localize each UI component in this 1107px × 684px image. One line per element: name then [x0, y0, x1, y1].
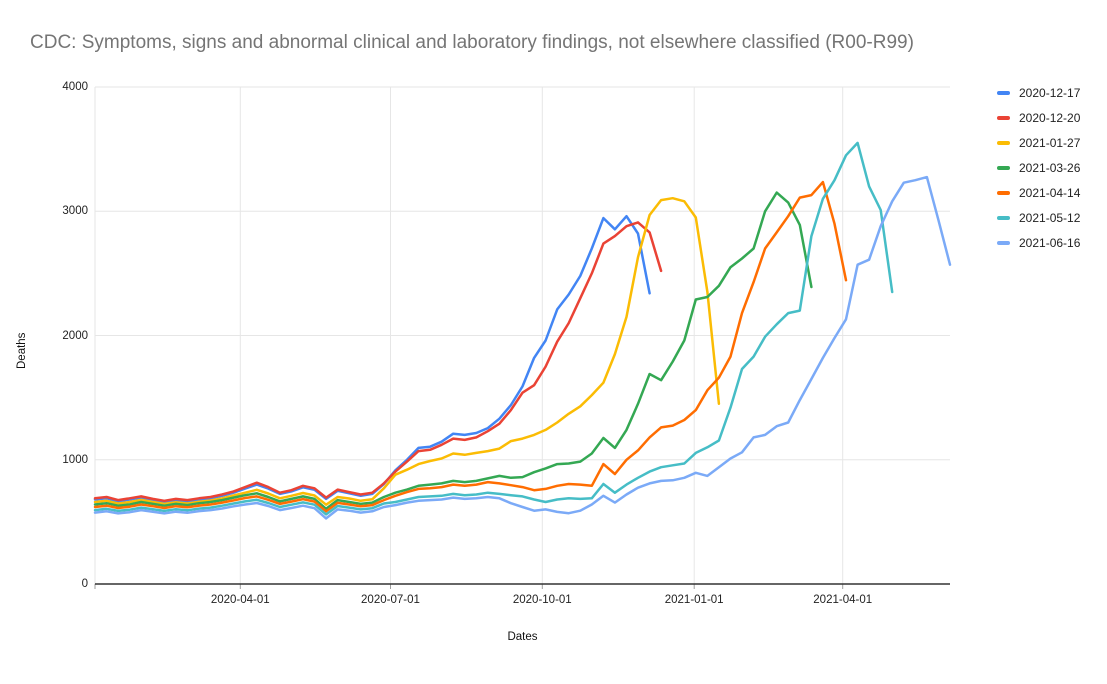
y-tick-label-2000: 2000 [62, 329, 88, 342]
legend-swatch-2021-01-27 [997, 140, 1010, 145]
legend-swatch-2021-06-16 [997, 240, 1010, 245]
legend-label: 2021-05-12 [1019, 210, 1081, 225]
chart-title: CDC: Symptoms, signs and abnormal clinic… [30, 32, 914, 53]
series-line-2021-05-12[interactable] [93, 141, 894, 516]
chart-legend: 2020-12-17 2020-12-20 2021-01-27 2021-03-26… [997, 80, 1080, 255]
legend-swatch-2021-03-26 [997, 165, 1010, 170]
legend-label: 2020-12-20 [1019, 110, 1081, 125]
legend-item-2021-01-27[interactable]: 2021-01-27 [997, 130, 1080, 155]
legend-swatch-2021-04-14 [997, 190, 1010, 195]
series-line-2021-03-26[interactable] [93, 191, 813, 511]
y-tick-label-3000: 3000 [62, 205, 88, 218]
legend-item-2021-03-26[interactable]: 2021-03-26 [997, 155, 1080, 180]
legend-swatch-2021-05-12 [997, 215, 1010, 220]
y-axis-title: Deaths [16, 332, 28, 369]
legend-swatch-2020-12-17 [997, 90, 1010, 95]
x-axis-title: Dates [507, 631, 538, 643]
x-tick-label-2020-10-01: 2020-10-01 [512, 594, 572, 606]
legend-item-2021-04-14[interactable]: 2021-04-14 [997, 180, 1080, 205]
legend-label: 2021-03-26 [1019, 160, 1081, 175]
y-tick-label-4000: 4000 [62, 81, 88, 93]
legend-label: 2021-01-27 [1019, 135, 1081, 150]
x-tick-label-2021-01-01: 2021-01-01 [664, 594, 724, 606]
series-line-2020-12-20[interactable] [93, 221, 663, 503]
legend-swatch-2020-12-20 [997, 115, 1010, 120]
legend-label: 2021-06-16 [1019, 235, 1081, 250]
legend-item-2021-06-16[interactable]: 2021-06-16 [997, 230, 1080, 255]
x-tick-label-2020-04-01: 2020-04-01 [210, 594, 270, 606]
legend-label: 2020-12-17 [1019, 85, 1081, 100]
series-line-2020-12-17[interactable] [93, 214, 651, 504]
y-tick-label-1000: 1000 [62, 453, 88, 466]
series-line-2021-01-27[interactable] [93, 196, 721, 506]
series-line-2021-06-16[interactable] [93, 175, 952, 520]
x-tick-label-2020-07-01: 2020-07-01 [361, 594, 420, 606]
legend-item-2020-12-17[interactable]: 2020-12-17 [997, 80, 1080, 105]
legend-item-2021-05-12[interactable]: 2021-05-12 [997, 205, 1080, 230]
y-tick-label-0: 0 [81, 578, 88, 590]
series-line-2021-04-14[interactable] [93, 180, 848, 513]
legend-label: 2021-04-14 [1019, 185, 1081, 200]
legend-item-2020-12-20[interactable]: 2020-12-20 [997, 105, 1080, 130]
x-tick-label-2021-04-01: 2021-04-01 [813, 594, 873, 606]
